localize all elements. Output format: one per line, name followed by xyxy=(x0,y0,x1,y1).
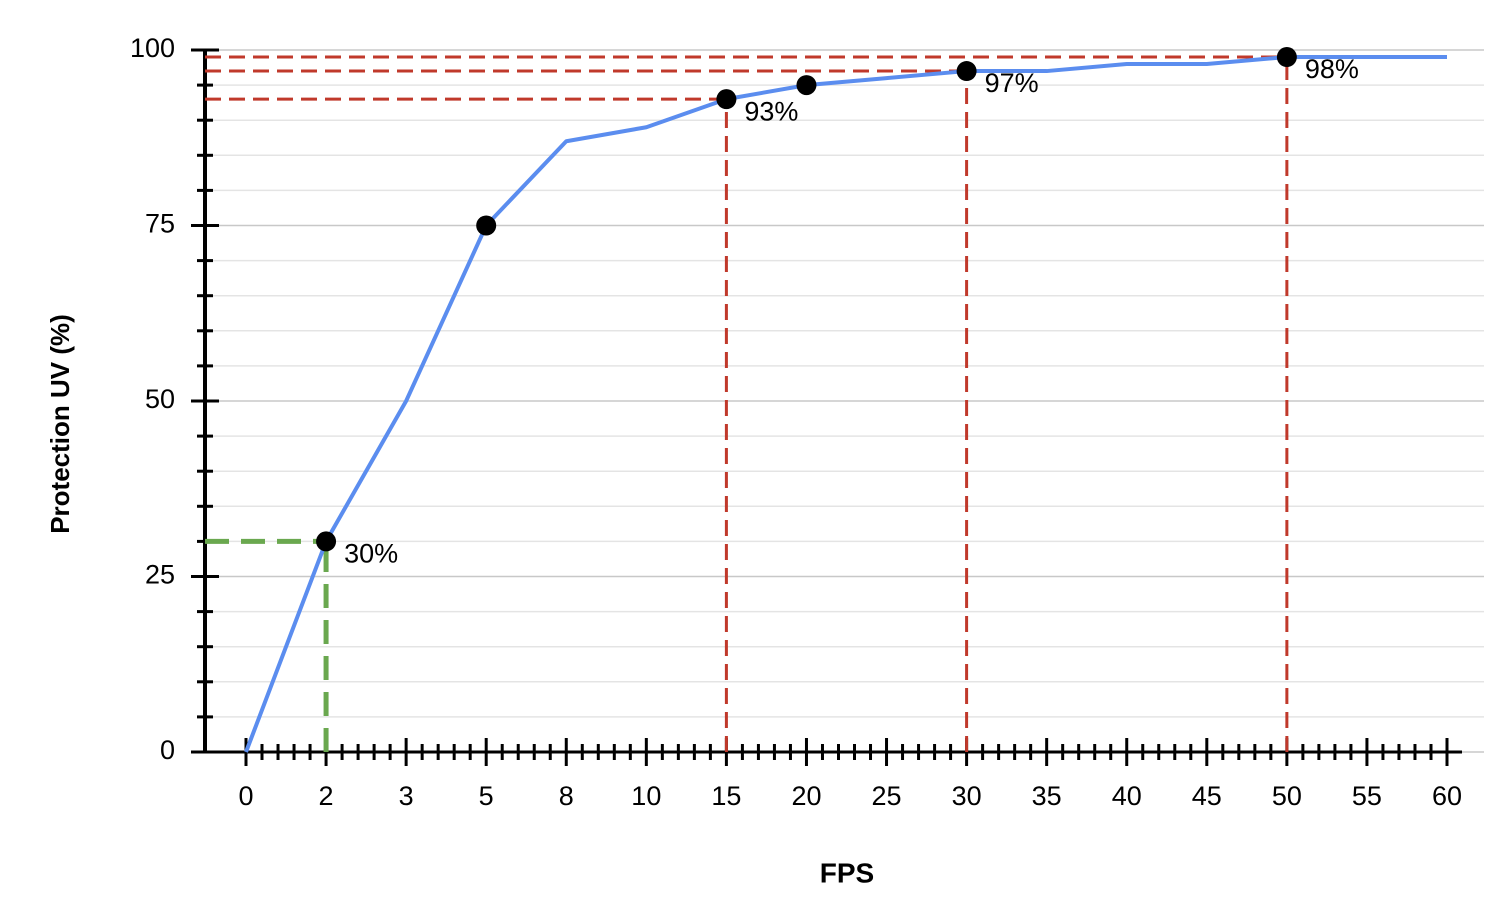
y-tick-label: 75 xyxy=(145,209,175,239)
x-tick-label: 3 xyxy=(399,781,414,811)
annotation: 30% xyxy=(344,539,398,569)
annotation: 97% xyxy=(985,68,1039,98)
x-tick-label: 50 xyxy=(1272,781,1302,811)
annotation: 98% xyxy=(1305,54,1359,84)
x-tick-label: 60 xyxy=(1432,781,1462,811)
x-tick-label: 55 xyxy=(1352,781,1382,811)
point-marker xyxy=(716,89,737,110)
x-tick-label: 2 xyxy=(319,781,334,811)
point-marker xyxy=(956,61,977,82)
x-tick-label: 25 xyxy=(872,781,902,811)
x-tick-label: 5 xyxy=(479,781,494,811)
x-tick-label: 10 xyxy=(631,781,661,811)
x-tick-label: 45 xyxy=(1192,781,1222,811)
x-axis-label: FPS xyxy=(820,857,874,888)
annotation: 93% xyxy=(744,96,798,126)
y-axis-label: Protection UV (%) xyxy=(45,314,75,534)
x-tick-label: 30 xyxy=(952,781,982,811)
series-line xyxy=(244,55,1447,753)
point-marker xyxy=(796,75,817,96)
x-tick-label: 35 xyxy=(1032,781,1062,811)
x-tick-label: 15 xyxy=(711,781,741,811)
point-marker xyxy=(316,531,337,552)
y-tick-label: 100 xyxy=(130,33,175,63)
x-tick-label: 20 xyxy=(791,781,821,811)
x-tick-label: 8 xyxy=(559,781,574,811)
point-marker xyxy=(476,215,497,236)
y-tick-label: 25 xyxy=(145,560,175,590)
x-tick-label: 40 xyxy=(1112,781,1142,811)
y-tick-label: 0 xyxy=(160,735,175,765)
x-tick-label: 0 xyxy=(238,781,253,811)
y-tick-label: 50 xyxy=(145,384,175,414)
point-marker xyxy=(1276,47,1297,68)
